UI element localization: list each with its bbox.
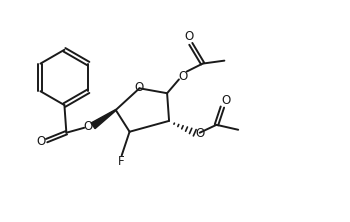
Text: O: O xyxy=(135,81,144,94)
Text: O: O xyxy=(178,70,188,83)
Text: O: O xyxy=(84,120,93,133)
Text: O: O xyxy=(36,135,46,148)
Text: F: F xyxy=(118,155,125,168)
Text: O: O xyxy=(195,127,204,140)
Text: O: O xyxy=(184,30,194,44)
Text: O: O xyxy=(222,94,231,107)
Polygon shape xyxy=(91,110,116,129)
